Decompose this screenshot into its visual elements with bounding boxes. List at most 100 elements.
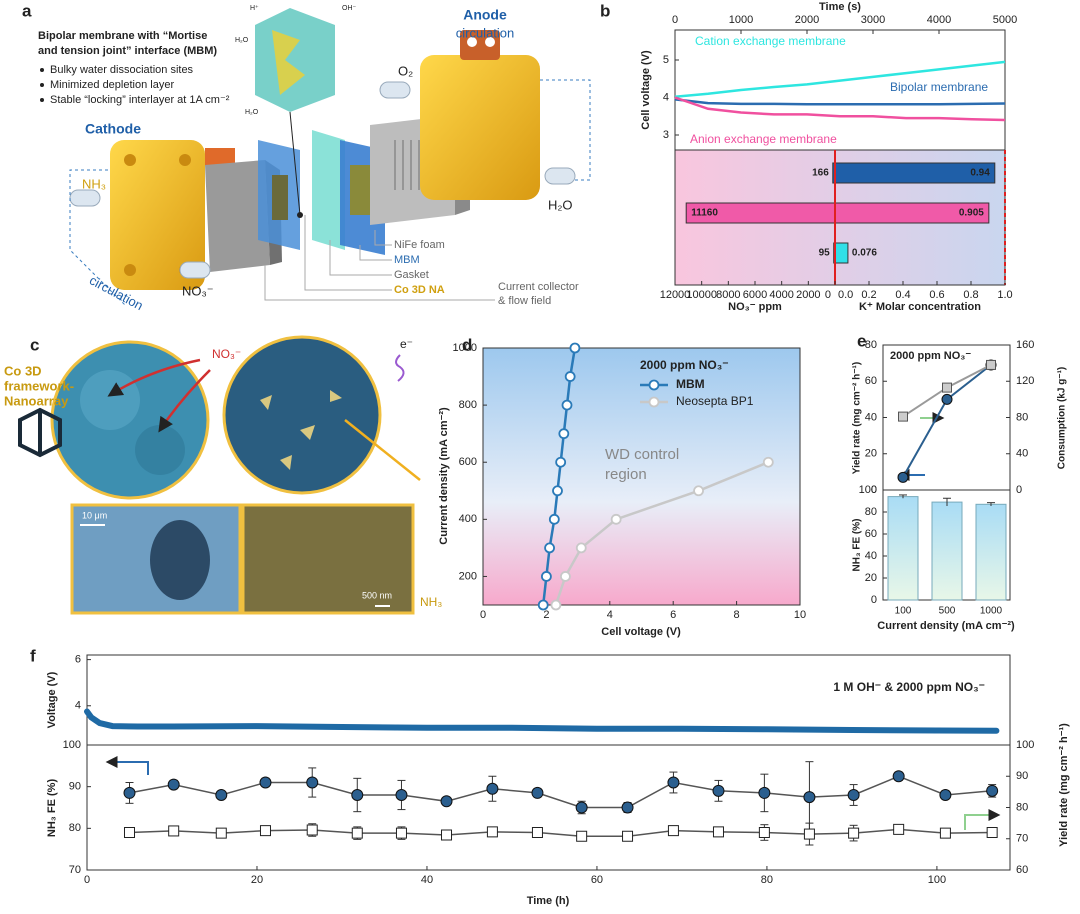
panel-title: framework-: [4, 378, 74, 393]
anode-label: Anode: [463, 7, 507, 23]
x-tick-label: 100: [928, 874, 946, 886]
annotation: WD control: [605, 446, 679, 463]
x-tick-label: 10: [794, 609, 806, 621]
legend-marker: [648, 396, 660, 408]
data-point: [758, 786, 771, 799]
data-point: [306, 824, 318, 836]
series-line: [129, 828, 993, 838]
data-point: [667, 825, 679, 837]
x-tick-label: 1000: [980, 606, 1003, 617]
series-line: [129, 775, 993, 809]
value-label: 95: [819, 248, 831, 259]
legend-label: MBM: [676, 377, 705, 391]
y-tick-label: 80: [1016, 801, 1028, 813]
x-axis-label: Time (s): [819, 1, 861, 13]
legend-label: Bipolar membrane: [890, 80, 988, 94]
data-point: [395, 789, 408, 801]
y-tick-label: 60: [865, 375, 877, 387]
series-line: [902, 364, 992, 478]
x-tick-label: 0.2: [861, 289, 876, 301]
data-point: [762, 456, 774, 468]
panel-title: Nanoarray: [4, 393, 69, 408]
series-line: [84, 708, 1000, 734]
y-tick-label: 60: [865, 528, 877, 540]
x-tick-label: 0.6: [929, 289, 944, 301]
y-axis-label: NH₃ FE (%): [852, 519, 863, 572]
y-tick-label: 1000: [453, 342, 477, 354]
y-tick-label: 70: [69, 864, 81, 876]
x-tick-label: 100: [895, 606, 912, 617]
y-tick-label: 4: [663, 91, 669, 103]
data-point: [575, 801, 588, 814]
panel-label: a: [22, 1, 32, 20]
y-tick-label: 800: [459, 399, 477, 411]
data-point: [986, 827, 998, 838]
scale-bar-label: 500 nm: [362, 590, 392, 600]
x-tick-label: 0.8: [963, 289, 978, 301]
inset-species: H₂O: [235, 37, 249, 44]
y-tick-label: 0: [1016, 484, 1022, 496]
panel-label: d: [462, 335, 472, 354]
panel-title: Co 3D: [4, 363, 42, 378]
layer-label: NiFe foam: [394, 239, 445, 251]
data-point: [758, 827, 770, 838]
y-axis-label: Current density (mA cm⁻²): [438, 407, 450, 545]
data-point: [544, 542, 555, 554]
layer-label: & flow field: [498, 295, 551, 307]
x-tick-label: 1000: [729, 14, 753, 26]
species-label: NO₃⁻: [212, 347, 241, 361]
x-tick-label: 60: [591, 874, 603, 886]
legend-title: 2000 ppm NO₃⁻: [640, 358, 729, 372]
data-point: [167, 778, 180, 791]
species-label: NH₃: [420, 595, 442, 609]
y-tick-label: 20: [865, 448, 877, 460]
data-point: [576, 830, 588, 842]
data-point: [123, 786, 136, 799]
data-point: [941, 393, 953, 405]
x-axis-label: K⁺ Molar concentration: [859, 301, 981, 313]
x-tick-label: 3000: [861, 14, 885, 26]
value-label: 166: [812, 168, 829, 179]
x-tick-label: 2000: [795, 14, 819, 26]
panel-label: c: [30, 335, 39, 354]
y-tick-label: 100: [1016, 739, 1034, 751]
value-label: 0.94: [970, 168, 990, 179]
data-point: [215, 789, 228, 801]
panel-title: and tension joint” interface (MBM): [38, 45, 217, 57]
panel-label: f: [30, 646, 36, 665]
annotation: region: [605, 466, 647, 483]
y-tick-label: 0: [871, 484, 877, 496]
y-axis-label: Voltage (V): [46, 671, 58, 728]
value-label: 11160: [691, 208, 718, 219]
x-tick-label: 2: [543, 609, 549, 621]
data-point: [848, 827, 860, 839]
y-tick-label: 600: [459, 456, 477, 468]
y-tick-label: 4: [75, 700, 81, 712]
legend-label: Neosepta BP1: [676, 394, 754, 408]
legend-marker: [648, 379, 660, 391]
data-point: [306, 776, 319, 789]
data-point: [215, 827, 227, 839]
data-point: [893, 823, 905, 835]
panel-label: b: [600, 1, 610, 20]
anode-label: circulation: [456, 25, 515, 40]
chart-title: 2000 ppm NO₃⁻: [890, 350, 971, 362]
y-tick-label: 0: [871, 594, 877, 606]
bar: [887, 496, 919, 601]
data-point: [351, 789, 364, 801]
plot-frame: [674, 149, 1006, 286]
series-line: [674, 96, 1006, 122]
x-tick-label: 0: [672, 14, 678, 26]
data-point: [712, 826, 724, 838]
y-tick-label: 80: [865, 506, 877, 518]
y2-axis-label: Yield rate (mg cm⁻² h⁻¹): [1058, 723, 1070, 847]
y-axis-label: NH₃ FE (%): [46, 779, 58, 838]
y-axis-label: Cell voltage (V): [640, 50, 652, 130]
x-tick-label: 8: [734, 609, 740, 621]
data-point: [575, 542, 587, 554]
species-label: NH₃: [82, 176, 106, 191]
data-point: [892, 770, 905, 783]
data-point: [803, 828, 815, 840]
bar: [931, 501, 963, 601]
bullet: Stable “locking” interlayer at 1A cm⁻²: [50, 94, 230, 106]
